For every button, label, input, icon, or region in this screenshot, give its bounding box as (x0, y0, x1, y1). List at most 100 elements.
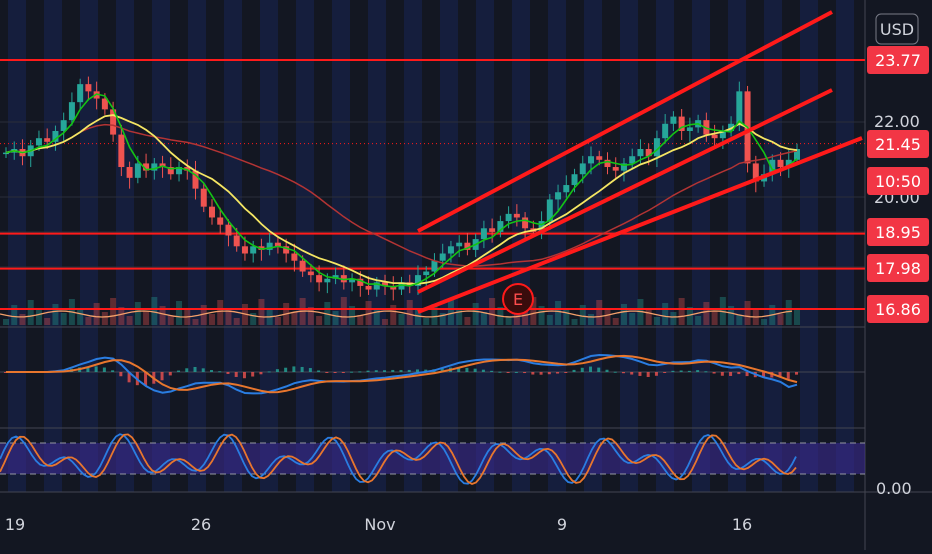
price-level-label-bg (867, 295, 929, 323)
candle-body (291, 253, 298, 261)
volume-bar (151, 297, 158, 325)
volume-bar (489, 298, 496, 325)
channel-line (417, 10, 833, 233)
candle-body (645, 149, 652, 157)
session-stripe (152, 0, 170, 492)
macd-signal-line (6, 354, 798, 394)
volume-bar (60, 313, 67, 325)
volume-bar (19, 314, 26, 325)
currency-label: USD (880, 20, 914, 39)
x-tick-label: 26 (191, 515, 211, 534)
volume-oscillator-line (0, 310, 793, 318)
candle-body (332, 275, 339, 279)
price-tick-label: 22.00 (874, 112, 920, 131)
macd-histogram-bar (457, 367, 461, 372)
candle-body (134, 163, 141, 178)
volume-bar (44, 318, 51, 325)
volume-bar (192, 319, 199, 325)
macd-histogram-bar (539, 372, 543, 375)
candle-body (398, 282, 405, 290)
volume-bar (27, 300, 34, 325)
x-tick-label: 16 (732, 515, 752, 534)
candle-body (250, 246, 257, 254)
x-tick-label: 9 (557, 515, 567, 534)
currency-button[interactable]: USD (875, 13, 919, 45)
macd-histogram-bar (696, 370, 700, 372)
volume-bar (571, 319, 578, 325)
macd-histogram-bar (531, 372, 535, 375)
candle-body (60, 120, 67, 131)
candle-body (480, 228, 487, 240)
candle-body (670, 116, 677, 124)
macd-histogram-bar (671, 370, 675, 372)
macd-histogram-bar (292, 366, 296, 372)
volume-bar (3, 319, 9, 325)
macd-histogram-bar (638, 372, 642, 376)
candle-body (390, 285, 397, 290)
stochastic-k-line (0, 433, 797, 485)
macd-histogram-bar (506, 372, 510, 373)
macd-histogram-bar (218, 371, 222, 373)
volume-bar (52, 304, 59, 325)
session-stripe (656, 0, 674, 492)
macd-histogram-bar (94, 366, 98, 372)
candle-body (208, 206, 215, 218)
macd-histogram-bar (284, 367, 288, 372)
volume-bar (414, 309, 421, 325)
macd-histogram-bar (572, 369, 576, 372)
volume-bar (35, 309, 42, 325)
stochastic-d-line (0, 433, 797, 485)
candle-body (513, 213, 520, 218)
candle-body (489, 228, 496, 232)
macd-histogram-bar (111, 370, 115, 372)
macd-histogram-bar (490, 370, 494, 372)
sma-fast-line (5, 93, 798, 288)
macd-histogram-bar (160, 372, 164, 381)
macd-histogram-bar (177, 370, 181, 372)
macd-histogram-bar (350, 371, 354, 373)
price-level-label-bg (867, 218, 929, 246)
channel-line (417, 136, 863, 314)
macd-histogram-bar (580, 367, 584, 372)
macd-histogram-bar (234, 372, 238, 377)
candle-body (101, 98, 108, 110)
sma-slow-line (5, 114, 798, 285)
volume-bar (250, 313, 257, 325)
volume-bar (143, 311, 150, 325)
trend-channel[interactable]: E (417, 10, 863, 315)
volume-bar (653, 317, 660, 325)
volume-bar (744, 301, 751, 325)
price-level-label: 16.86 (867, 295, 929, 323)
price-level-label: 23.77 (867, 46, 929, 74)
candle-body (299, 260, 306, 272)
macd-histogram-bar (556, 372, 560, 374)
candle-body (382, 282, 389, 286)
candle-body (711, 134, 718, 139)
volume-bar (431, 304, 438, 325)
macd-histogram-bar (102, 367, 106, 372)
price-level-label: 21.45 (867, 130, 929, 158)
candle-body (728, 123, 735, 131)
candle-body (184, 167, 191, 171)
volume-bar (505, 316, 512, 325)
volume-bar (423, 318, 430, 325)
session-stripe (80, 0, 98, 492)
volume-bar (398, 314, 405, 325)
volume-bar (522, 311, 529, 325)
volume-bar (208, 314, 215, 325)
macd-histogram-bar (242, 372, 246, 379)
volume-bar (291, 312, 298, 325)
volume-bar (258, 299, 265, 325)
earnings-marker-circle (502, 283, 534, 315)
x-tick-label: 19 (5, 515, 25, 534)
volume-bar (365, 301, 372, 325)
macd-histogram-bar (778, 372, 782, 378)
volume-bar (736, 315, 743, 325)
candle-body (340, 275, 347, 283)
candle-body (316, 275, 323, 283)
volume-bar (316, 316, 323, 325)
volume-bars (0, 297, 800, 325)
candle-body (225, 224, 232, 236)
